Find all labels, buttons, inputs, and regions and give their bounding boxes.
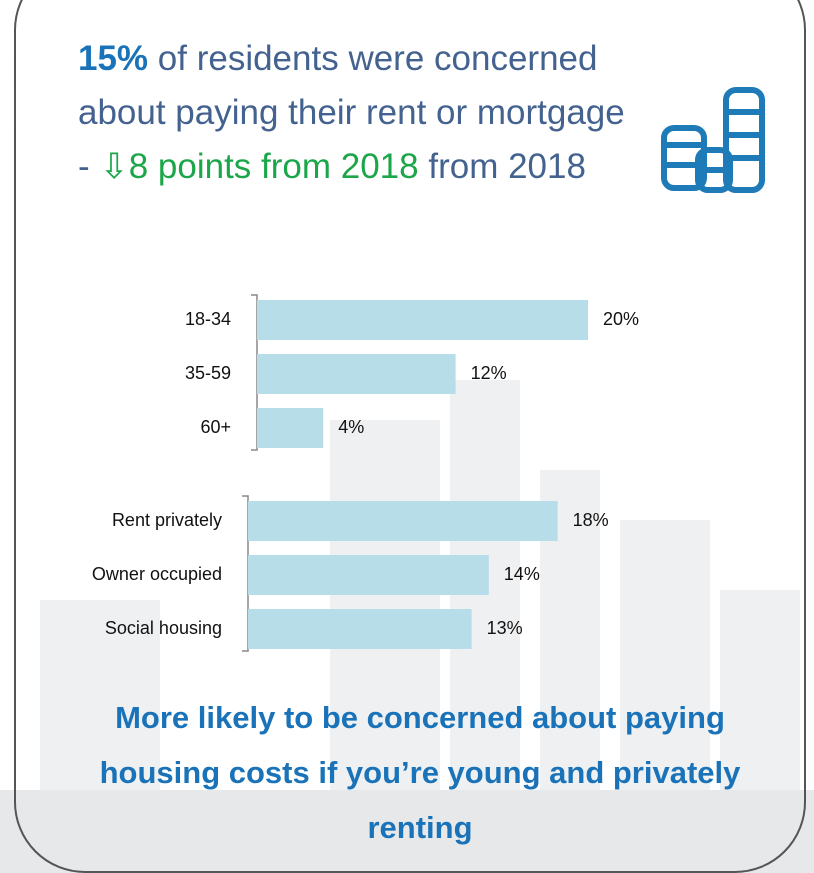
coins-icon (661, 87, 765, 193)
value-label: 18% (573, 510, 609, 530)
highlight: 15% (78, 39, 149, 78)
axis-bracket (242, 495, 249, 652)
axis-bracket (251, 294, 258, 451)
bar (248, 501, 558, 541)
value-label: 20% (603, 309, 639, 329)
category-label: 60+ (200, 417, 231, 437)
category-label: Owner occupied (92, 564, 222, 584)
change: ⇩8 points from 2018 (99, 147, 419, 186)
value-label: 14% (504, 564, 540, 584)
bar (248, 609, 472, 649)
bar (248, 555, 489, 595)
bar (257, 300, 588, 340)
bar (257, 354, 456, 394)
category-label: Rent privately (112, 510, 222, 530)
headline-tail: from 2018 (418, 147, 586, 186)
frame (14, 0, 806, 873)
category-label: Social housing (105, 618, 222, 638)
value-label: 12% (471, 363, 507, 383)
conclusion: More likely to be concerned about paying… (99, 700, 741, 845)
headline: 15% of residents were concerned about pa… (78, 32, 638, 194)
category-label: 35-59 (185, 363, 231, 383)
ground (0, 790, 814, 873)
value-label: 13% (487, 618, 523, 638)
category-label: 18-34 (185, 309, 231, 329)
headline-text: of residents were concerned about paying… (78, 39, 625, 186)
value-label: 4% (338, 417, 364, 437)
bar (257, 408, 324, 448)
